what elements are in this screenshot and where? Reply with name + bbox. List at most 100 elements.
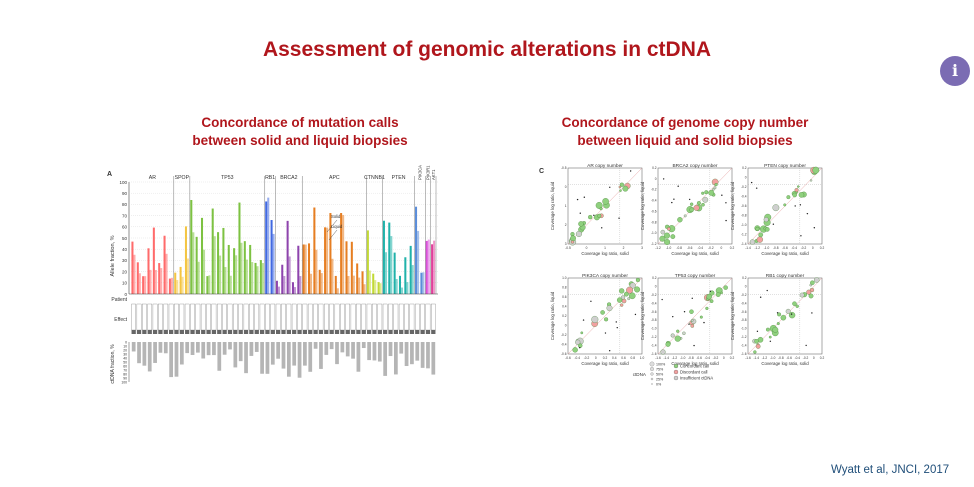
scatter-small-point	[688, 198, 691, 201]
scatter-point	[660, 229, 666, 235]
scatter-small-point	[776, 312, 779, 314]
gene-label-tp53: TP53	[221, 175, 234, 181]
scatter-y-tick: 0.2	[742, 166, 747, 170]
scatter-y-tick: -0.2	[741, 293, 747, 297]
liquid-af-bar	[176, 280, 179, 294]
liquid-af-bar	[422, 272, 425, 294]
scatter-small-point	[794, 205, 796, 207]
ctdna-bar	[233, 342, 238, 368]
ctdna-bar	[185, 342, 190, 354]
ctdna-bar	[367, 342, 371, 361]
liquid-af-bar	[149, 269, 152, 294]
solid-af-bar	[265, 201, 268, 294]
effect-cell	[195, 330, 201, 334]
scatter-x-label: Coverage log ratio, solid	[761, 361, 809, 366]
effect-cell	[201, 330, 206, 334]
ctdna-bar	[238, 342, 243, 362]
scatter-point	[674, 335, 681, 342]
scatter-small-point	[583, 196, 586, 198]
liquid-af-bar	[288, 256, 291, 294]
scatter-small-point	[579, 346, 581, 349]
effect-cell	[361, 330, 366, 334]
solid-af-bar	[147, 248, 150, 294]
liquid-af-bar	[427, 239, 430, 294]
scatter-point	[788, 311, 796, 319]
scatter-small-point	[772, 223, 775, 225]
scatter-point	[689, 202, 694, 206]
liquid-af-bar	[160, 268, 163, 294]
scatter-y-tick: -0.4	[651, 301, 657, 305]
ctdna-bar	[158, 342, 163, 353]
scatter-point	[749, 239, 756, 245]
gene-label-akt1: AKT1	[431, 169, 436, 180]
patient-cell	[270, 303, 276, 331]
scatter-small-point	[693, 344, 695, 347]
liquid-af-bar	[368, 270, 371, 294]
scatter-point	[595, 202, 603, 209]
scatter-small-point	[661, 298, 663, 301]
patient-cell	[361, 303, 367, 331]
scatter-y-tick: -0.8	[651, 318, 657, 322]
solid-af-bar	[318, 269, 321, 294]
liquid-af-bar	[208, 275, 211, 294]
liquid-af-bar	[240, 242, 243, 294]
scatter-y-tick: -0.8	[741, 318, 747, 322]
scatter-y-tick: -1.4	[651, 344, 657, 348]
effect-cell	[185, 330, 190, 334]
patient-cell	[302, 303, 308, 331]
scatter-point	[682, 331, 686, 335]
liquid-af-bar	[235, 255, 238, 294]
scatter-y-label: Coverage log ratio, liquid	[730, 181, 735, 230]
patient-cell	[281, 303, 286, 331]
scatter-point	[780, 314, 787, 321]
scatter-small-point	[615, 321, 617, 323]
solid-af-bar	[227, 244, 230, 294]
scatter-point	[606, 305, 613, 312]
scatter-point	[696, 201, 701, 206]
scatter-small-point	[691, 297, 693, 300]
scatter-point	[667, 227, 671, 231]
solid-af-bar	[356, 263, 359, 294]
solid-af-bar	[281, 264, 284, 294]
liquid-af-bar	[272, 233, 275, 294]
patient-cell	[318, 303, 324, 331]
scatter-point	[699, 315, 703, 319]
liquid-af-bar	[310, 273, 313, 294]
solid-af-bar	[286, 220, 289, 294]
liquid-af-bar	[224, 267, 227, 294]
scatter-point	[797, 185, 800, 188]
info-button[interactable]: i	[940, 56, 970, 86]
patient-cell	[334, 303, 340, 331]
scatter-y-tick: -1.6	[651, 352, 657, 356]
ctdna-bar	[292, 342, 297, 366]
scatter-y-tick: -0.2	[741, 185, 747, 189]
patient-cell	[377, 303, 383, 331]
scatter-point	[629, 282, 636, 289]
liquid-af-bar	[342, 215, 345, 294]
scatter-plot-5: RB1 copy number-1.6 -1.4 -1.2 -1.0 -0.8 -0.6-…	[730, 273, 824, 366]
scatter-x-tick: -0.6	[786, 356, 792, 360]
scatter-x-tick: -0.4	[698, 246, 704, 250]
solid-af-bar	[136, 262, 139, 294]
scatter-y-tick: -0.6	[741, 204, 747, 208]
solid-af-bar	[388, 222, 391, 294]
patient-cell	[163, 303, 169, 331]
ctdna-bar	[297, 342, 302, 378]
scatter-x-tick: 0	[813, 356, 815, 360]
patient-cell	[345, 303, 351, 331]
scatter-point	[755, 344, 761, 349]
patient-cell	[382, 303, 388, 331]
scatter-x-tick: -1.2	[655, 246, 661, 250]
scatter-x-tick: -1.0	[666, 246, 672, 250]
scatter-y-tick: 0	[655, 177, 657, 181]
ctdna-tick: 10	[123, 345, 127, 349]
solid-af-bar	[222, 227, 225, 294]
scatter-point	[670, 333, 675, 338]
liquid-af-bar	[245, 259, 248, 294]
ctdna-bar	[131, 342, 136, 352]
scatter-point	[597, 213, 602, 218]
scatter-x-tick: -1.6	[745, 356, 751, 360]
ctdna-bar	[388, 342, 393, 357]
scatter-x-tick: -0.4	[795, 356, 801, 360]
ctdna-bar	[260, 342, 264, 374]
